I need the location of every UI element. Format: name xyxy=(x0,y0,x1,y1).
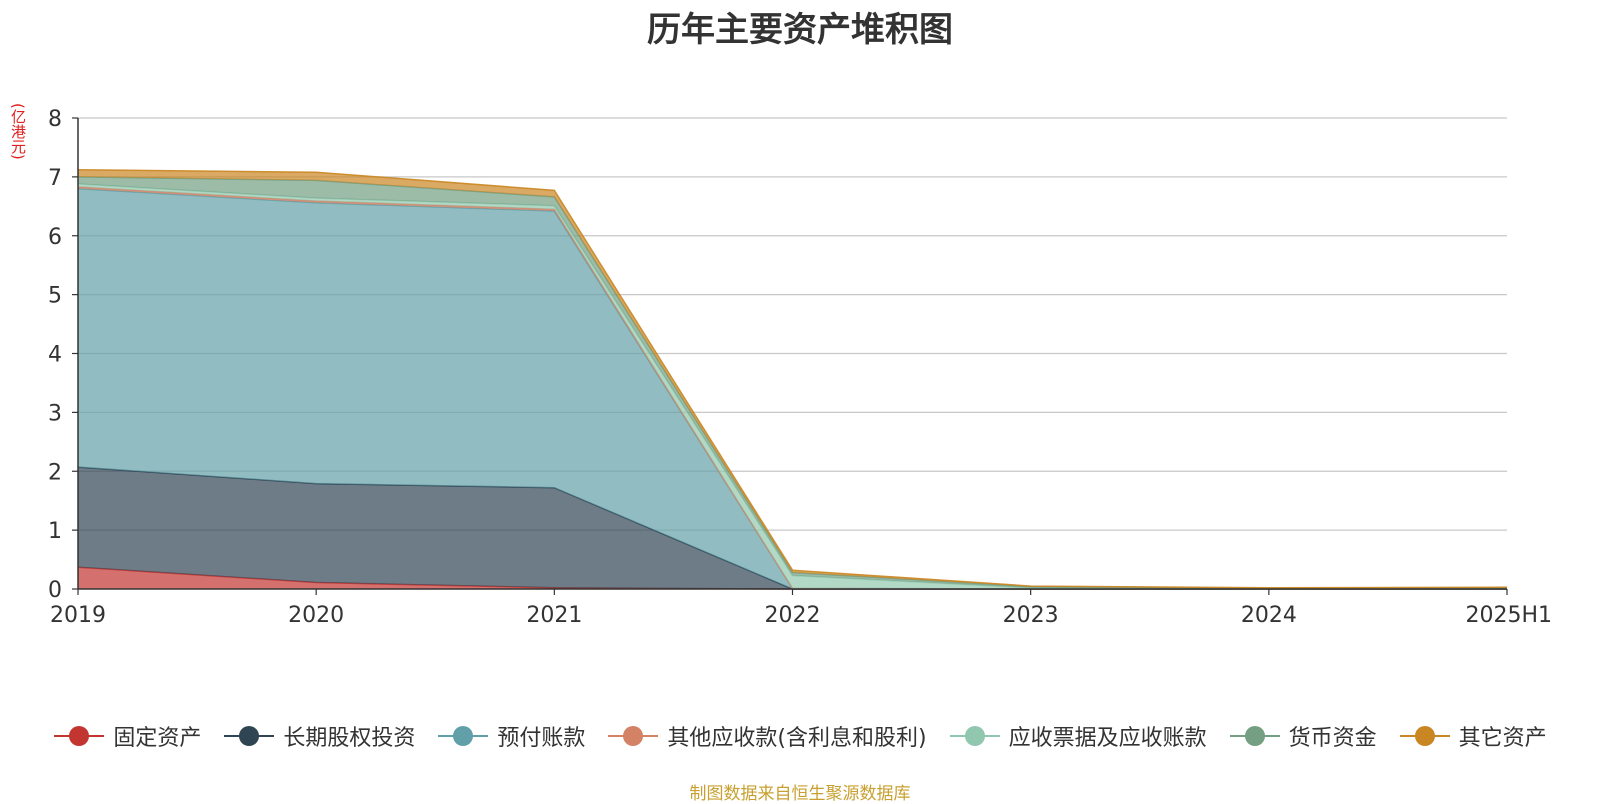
area-series-2 xyxy=(78,188,1507,589)
legend-label: 货币资金 xyxy=(1288,726,1377,751)
legend-marker-icon xyxy=(224,726,275,746)
y-tick-label: 4 xyxy=(48,343,62,368)
x-tick-label: 2020 xyxy=(288,603,344,628)
legend-label: 应收票据及应收账款 xyxy=(1008,726,1207,751)
legend-item[interactable]: 应收票据及应收账款 xyxy=(949,720,1207,752)
x-tick-label: 2022 xyxy=(765,603,821,628)
source-note: 制图数据来自恒生聚源数据库 xyxy=(689,784,911,804)
y-tick-labels: 0 1 2 3 4 5 6 7 8 xyxy=(48,107,78,603)
chart-title: 历年主要资产堆积图 xyxy=(647,10,953,50)
legend-marker-icon xyxy=(608,726,659,746)
legend-marker-icon xyxy=(54,726,105,746)
y-tick-label: 8 xyxy=(48,107,62,132)
y-tick-label: 5 xyxy=(48,284,62,309)
x-tick-label: 2025H1 xyxy=(1465,603,1552,628)
x-tick-labels: 2019 2020 2021 2022 2023 2024 2025H1 xyxy=(50,589,1552,628)
y-axis-unit-label: (亿港元) xyxy=(9,103,27,160)
legend-item[interactable]: 长期股权投资 xyxy=(223,720,415,752)
y-tick-label: 0 xyxy=(48,578,62,603)
legend-label: 固定资产 xyxy=(113,726,202,751)
y-tick-label: 6 xyxy=(48,225,62,250)
x-tick-label: 2023 xyxy=(1003,603,1059,628)
legend-marker-icon xyxy=(1399,726,1450,746)
area-series-0 xyxy=(78,567,1507,589)
y-tick-label: 1 xyxy=(48,519,62,544)
area-series xyxy=(77,169,1508,590)
legend-item[interactable]: 预付账款 xyxy=(437,720,585,752)
legend-label: 长期股权投资 xyxy=(283,726,416,751)
legend-label: 预付账款 xyxy=(497,726,586,751)
x-tick-label: 2019 xyxy=(50,603,106,628)
chart-legend: 固定资产 长期股权投资 预付账款 其他应收款(含利息和股利) 应收票据及应收账款 货币资金… xyxy=(0,716,1600,756)
legend-item[interactable]: 货币资金 xyxy=(1229,720,1377,752)
legend-marker-icon xyxy=(438,726,489,746)
legend-marker-icon xyxy=(949,726,1000,746)
legend-item[interactable]: 其他应收款(含利息和股利) xyxy=(607,720,927,752)
y-tick-label: 7 xyxy=(48,166,62,191)
legend-item[interactable]: 固定资产 xyxy=(53,720,201,752)
stacked-area-chart: 0 1 2 3 4 5 6 7 8 2019 2020 2021 2022 2023 2024 2025H1 xyxy=(48,107,1552,628)
area-series-1 xyxy=(78,467,1507,589)
legend-marker-icon xyxy=(1229,726,1280,746)
legend-label: 其他应收款(含利息和股利) xyxy=(667,726,927,751)
area-series-line-6 xyxy=(77,169,1508,589)
legend-label: 其它资产 xyxy=(1458,726,1547,751)
y-tick-label: 3 xyxy=(48,401,62,426)
y-tick-label: 2 xyxy=(48,460,62,485)
x-tick-label: 2024 xyxy=(1241,603,1297,628)
legend-item[interactable]: 其它资产 xyxy=(1399,720,1547,752)
x-tick-label: 2021 xyxy=(526,603,582,628)
